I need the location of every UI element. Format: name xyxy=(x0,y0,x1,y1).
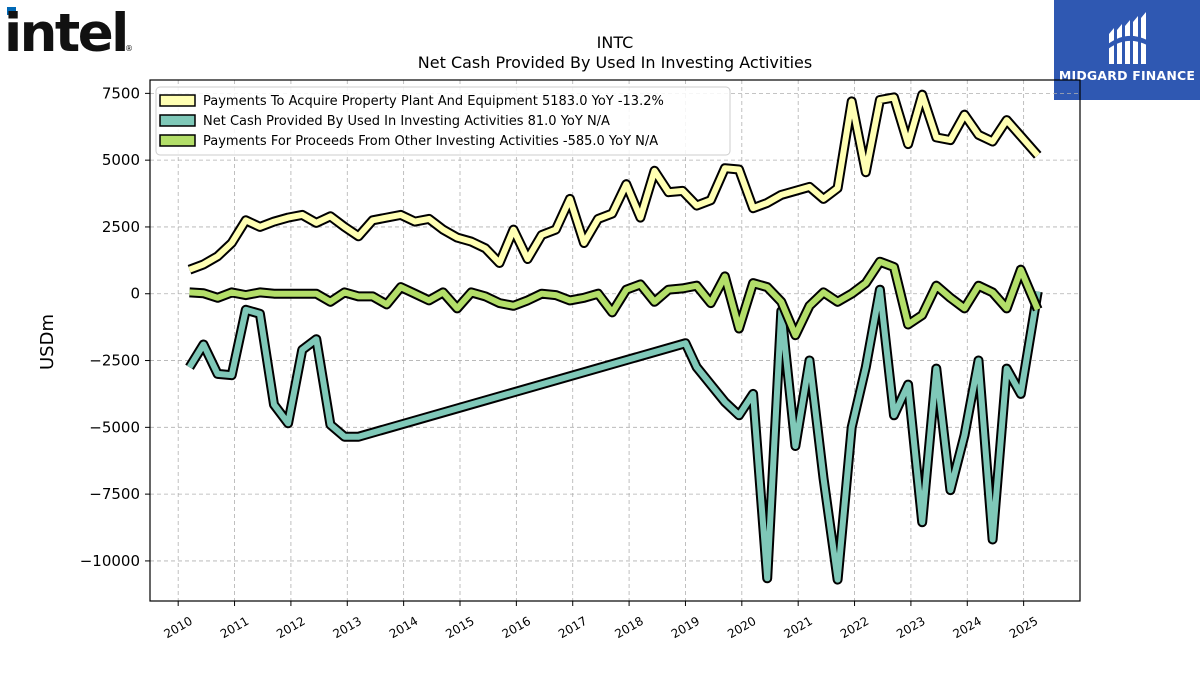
x-tick-label: 2014 xyxy=(387,614,420,641)
x-tick-label: 2012 xyxy=(274,614,307,641)
legend-swatch xyxy=(159,114,196,127)
x-tick-label: 2020 xyxy=(725,614,758,641)
y-tick-label: 0 xyxy=(130,285,140,303)
plot-area-frame xyxy=(149,79,1081,602)
x-tick-label: 2017 xyxy=(556,614,589,641)
chart-subtitle: Net Cash Provided By Used In Investing A… xyxy=(418,53,812,72)
series-line xyxy=(188,91,1040,273)
series-line xyxy=(189,258,1041,339)
chart-title: INTC xyxy=(597,33,634,52)
logo-registered-mark: ® xyxy=(125,44,133,53)
legend-box xyxy=(155,86,731,156)
x-tick-label: 2015 xyxy=(443,614,476,641)
x-tick-label: 2019 xyxy=(669,614,702,641)
x-tick-label: 2025 xyxy=(1007,614,1040,641)
x-tick-label: 2021 xyxy=(781,614,814,641)
y-tick-label: 2500 xyxy=(102,218,140,236)
x-tick-label: 2016 xyxy=(500,614,533,641)
badge-emblem-icon xyxy=(1108,12,1147,64)
x-tick-label: 2022 xyxy=(838,614,871,641)
y-tick-label: 7500 xyxy=(102,84,140,102)
legend-label: Payments For Proceeds From Other Investi… xyxy=(203,134,658,149)
legend-label: Net Cash Provided By Used In Investing A… xyxy=(203,114,610,129)
x-tick-label: 2013 xyxy=(331,614,364,641)
y-tick-label: −10000 xyxy=(80,552,140,570)
logo-accent-dot xyxy=(7,7,16,15)
y-axis-label: USDm xyxy=(37,314,58,370)
series-line xyxy=(186,286,1041,583)
grid-layer xyxy=(150,80,1080,601)
legend-label: Payments To Acquire Property Plant And E… xyxy=(203,94,664,109)
x-tick-label: 2011 xyxy=(218,614,251,641)
x-tick-label: 2023 xyxy=(894,614,927,641)
intel-logo-svg: intel ® xyxy=(4,3,133,64)
brand-badge: MIDGARD FINANCE xyxy=(1054,0,1200,100)
badge-label: MIDGARD FINANCE xyxy=(1058,68,1196,83)
y-tick-label: 5000 xyxy=(102,151,140,169)
legend-item: Net Cash Provided By Used In Investing A… xyxy=(159,114,610,129)
legend: Payments To Acquire Property Plant And E… xyxy=(155,86,731,156)
logo-wordmark: intel xyxy=(4,3,127,62)
y-tick-label: −5000 xyxy=(89,418,140,436)
y-tick-label: −7500 xyxy=(89,485,140,503)
x-tick-label: 2010 xyxy=(161,614,194,641)
legend-swatch xyxy=(159,94,196,107)
legend-item: Payments For Proceeds From Other Investi… xyxy=(159,134,658,149)
y-tick-label: −2500 xyxy=(89,352,140,370)
legend-item: Payments To Acquire Property Plant And E… xyxy=(159,94,664,109)
legend-swatch xyxy=(159,134,196,147)
x-tick-label: 2024 xyxy=(951,614,984,641)
series-layer xyxy=(185,89,1043,585)
x-tick-label: 2018 xyxy=(612,614,645,641)
brand-logo: intel ® xyxy=(4,0,144,66)
ticks-layer: 7500 5000 2500 0 −2500 −5000 −7500 −10000 2010 20… xyxy=(80,84,1041,641)
